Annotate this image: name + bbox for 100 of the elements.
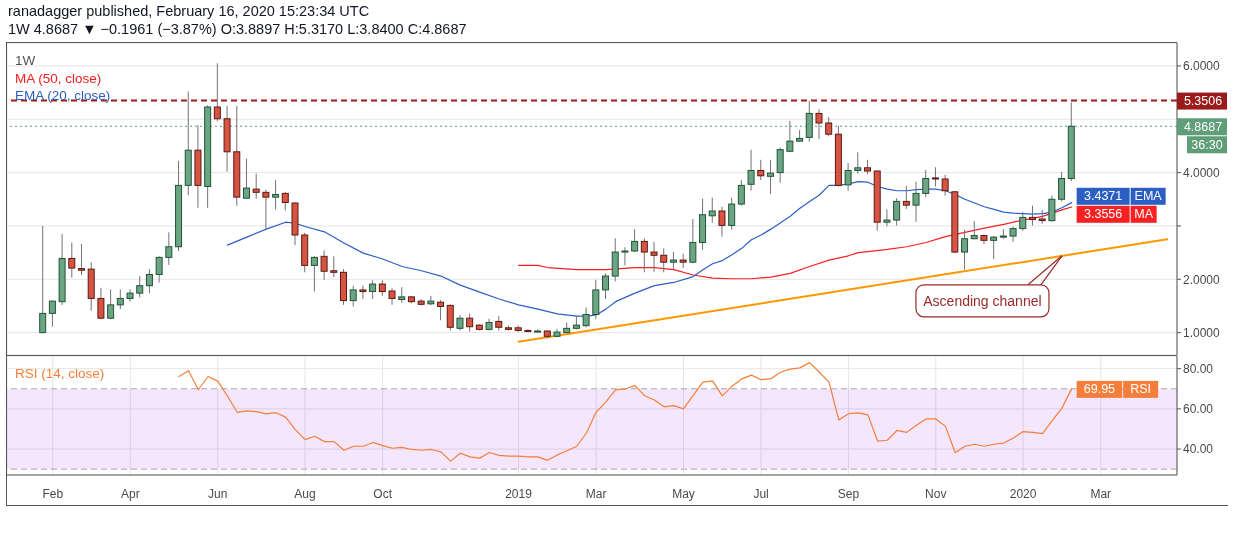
candlestick [369, 279, 377, 300]
candlestick [941, 174, 949, 197]
candlestick [718, 206, 726, 238]
annotation: MA [1134, 207, 1154, 222]
y-tick-label: 2.0000 [1183, 272, 1221, 287]
candlestick [126, 288, 134, 303]
candlestick [165, 231, 173, 266]
candlestick [825, 116, 833, 137]
candlestick [766, 159, 774, 195]
data-label: 69.95 [1083, 382, 1116, 397]
candlestick [1019, 211, 1027, 232]
line-series [517, 206, 1073, 280]
candlestick [359, 285, 367, 300]
candlestick [747, 149, 755, 192]
y-tick-label: 4.0000 [1183, 165, 1221, 180]
candlestick [281, 191, 289, 211]
text: ranadagger published, February 16, 2020 15:23:34 UTC [8, 3, 370, 19]
x-tick-label: 2020 [1009, 486, 1037, 501]
candlestick [213, 62, 221, 122]
text: MA (50, close) [15, 70, 103, 87]
candlestick [611, 237, 619, 282]
text: 36:30 [1191, 137, 1223, 152]
text: RSI (14, close) [15, 365, 105, 382]
candlestick [931, 166, 939, 187]
candlestick [640, 237, 648, 273]
candlestick [582, 307, 590, 328]
candlestick [1028, 205, 1036, 226]
candlestick [155, 255, 163, 283]
x-tick-label: Jul [753, 486, 769, 501]
y-tick-label: 6.0000 [1183, 59, 1221, 74]
x-tick-label: Mar [585, 486, 607, 501]
x-tick-label: May [672, 486, 695, 501]
candlestick [68, 241, 76, 279]
annotation: RSI [1130, 382, 1152, 397]
x-tick-label: Aug [294, 486, 316, 501]
candlestick [776, 147, 784, 184]
ref-line-label: 5.3506 [1183, 94, 1223, 109]
annotation: EMA [1134, 189, 1163, 204]
candlestick [97, 287, 105, 320]
candlestick [446, 303, 454, 331]
x-tick-label: Oct [373, 486, 393, 501]
candlestick [922, 169, 930, 198]
candlestick [262, 189, 270, 230]
x-tick-label: Sep [837, 486, 860, 501]
y-tick-label: 40.00 [1183, 442, 1214, 457]
candlestick [437, 299, 445, 321]
candlestick [737, 179, 745, 207]
candlestick [310, 255, 318, 293]
candlestick [252, 173, 260, 200]
candlestick [466, 312, 474, 333]
candlestick [757, 159, 765, 181]
y-tick-label: 1.0000 [1183, 325, 1221, 340]
ref-line-label: 4.8687 [1183, 119, 1223, 134]
y-tick-label: 60.00 [1183, 402, 1214, 417]
candlestick [660, 247, 668, 273]
candlestick [242, 158, 250, 200]
candlestick [689, 218, 697, 264]
x-tick-label: Jun [208, 486, 228, 501]
candlestick [136, 275, 144, 298]
candlestick [621, 246, 629, 266]
candlestick [650, 241, 658, 273]
candlestick [39, 225, 47, 334]
candlestick [78, 243, 86, 276]
candlestick [116, 288, 124, 310]
annotation: 1W [15, 52, 36, 69]
y-tick-label: 80.00 [1183, 361, 1214, 376]
candlestick [990, 235, 998, 260]
candlestick [272, 179, 280, 210]
candlestick [330, 255, 338, 278]
candlestick [320, 249, 328, 281]
candlestick [815, 108, 823, 140]
candlestick [728, 197, 736, 231]
line-series [178, 362, 1073, 462]
x-tick-label: Apr [121, 486, 140, 501]
annotation: Ascending channel [923, 292, 1042, 309]
candlestick [902, 185, 910, 210]
candlestick [708, 197, 716, 224]
candlestick [893, 197, 901, 226]
data-label: 3.4371 [1084, 189, 1123, 204]
candlestick [1009, 225, 1017, 243]
x-tick-label: 2019 [505, 486, 533, 501]
candlestick [854, 151, 862, 175]
x-tick-label: Mar [1090, 486, 1112, 501]
candlestick [883, 208, 891, 227]
candlestick [602, 272, 610, 300]
candlestick [48, 300, 56, 328]
chart-title: 1W 4.8687 ▼ −0.1961 (−3.87%) O:3.8897 H:5.3170 L:3.8400 C:4.8687 [8, 21, 467, 37]
candlestick [912, 181, 920, 223]
candlestick [679, 253, 687, 269]
candlestick [1048, 195, 1056, 223]
candlestick [388, 287, 396, 306]
candlestick [1058, 171, 1066, 202]
candlestick [107, 288, 115, 320]
x-tick-label: Feb [42, 486, 64, 501]
text: EMA (20, close) [15, 87, 111, 104]
candlestick [145, 268, 153, 294]
candlestick [961, 229, 969, 271]
data-label: 3.3556 [1084, 207, 1123, 222]
x-tick-label: Nov [925, 486, 947, 501]
candlestick [349, 285, 357, 307]
